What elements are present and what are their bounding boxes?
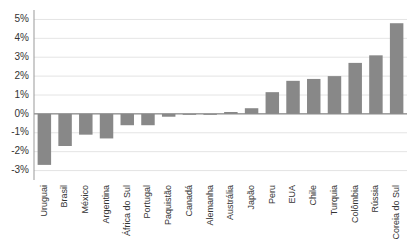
y-grid bbox=[34, 19, 407, 170]
bars bbox=[38, 23, 404, 165]
x-tick-label: Chile bbox=[308, 185, 318, 206]
y-tick-label: -2% bbox=[11, 145, 29, 156]
y-tick-label: 2% bbox=[15, 70, 30, 81]
chart-svg: -3% -2% -1% 0% 1% 2% 3% 4% 5% Uruguai Brasil México… bbox=[0, 0, 415, 252]
bar bbox=[348, 63, 361, 114]
x-tick-label: Brasil bbox=[59, 185, 69, 208]
bar bbox=[203, 113, 216, 115]
y-tick-label: 5% bbox=[15, 13, 30, 24]
x-tick-label: Austrália bbox=[225, 185, 235, 220]
bar bbox=[183, 113, 196, 115]
y-tick-label: 3% bbox=[15, 51, 30, 62]
bar bbox=[369, 55, 382, 114]
x-tick-label: Peru bbox=[267, 185, 277, 204]
bar bbox=[79, 114, 92, 135]
y-tick-label: 1% bbox=[15, 89, 30, 100]
x-tick-label: Japão bbox=[246, 185, 256, 210]
x-tick-label: Portugal bbox=[142, 185, 152, 219]
y-tick-label: 4% bbox=[15, 32, 30, 43]
bar bbox=[100, 114, 113, 139]
bar bbox=[245, 108, 258, 114]
x-tick-label: Uruguai bbox=[39, 185, 49, 217]
grid-line bbox=[34, 57, 407, 58]
y-tick-labels: -3% -2% -1% 0% 1% 2% 3% 4% 5% bbox=[11, 13, 29, 175]
y-tick-label: -3% bbox=[11, 164, 29, 175]
bar bbox=[224, 112, 237, 114]
x-tick-label: Rússia bbox=[370, 185, 380, 213]
bar bbox=[328, 76, 341, 114]
x-tick-label: Canadá bbox=[184, 185, 194, 217]
bar bbox=[162, 114, 175, 117]
bar bbox=[390, 23, 403, 114]
bar bbox=[286, 81, 299, 114]
x-tick-label: Colômbia bbox=[350, 185, 360, 223]
grid-line bbox=[34, 151, 407, 152]
bar bbox=[121, 114, 134, 125]
grid-line bbox=[34, 19, 407, 20]
bar bbox=[307, 79, 320, 114]
bar bbox=[58, 114, 71, 146]
y-axis-line bbox=[34, 10, 35, 180]
x-tick-label: EUA bbox=[287, 185, 297, 204]
x-tick-label: Alemanha bbox=[205, 185, 215, 226]
chart-container: -3% -2% -1% 0% 1% 2% 3% 4% 5% Uruguai Brasil México… bbox=[0, 0, 415, 252]
x-tick-label: México bbox=[80, 185, 90, 214]
grid-line bbox=[34, 38, 407, 39]
y-tick-label: 0% bbox=[15, 108, 30, 119]
x-tick-labels: Uruguai Brasil México Argentina África do Su… bbox=[39, 185, 401, 240]
x-tick-label: Coreia do Sul bbox=[391, 185, 401, 240]
bar bbox=[266, 92, 279, 114]
x-tick-label: Argentina bbox=[101, 185, 111, 224]
bar bbox=[141, 114, 154, 125]
y-tick-label: -1% bbox=[11, 126, 29, 137]
x-tick-label: Paquistão bbox=[163, 185, 173, 225]
x-tick-label: Turquia bbox=[329, 185, 339, 215]
x-tick-label: África do Sul bbox=[122, 185, 132, 236]
grid-line bbox=[34, 170, 407, 171]
bar bbox=[38, 114, 51, 165]
